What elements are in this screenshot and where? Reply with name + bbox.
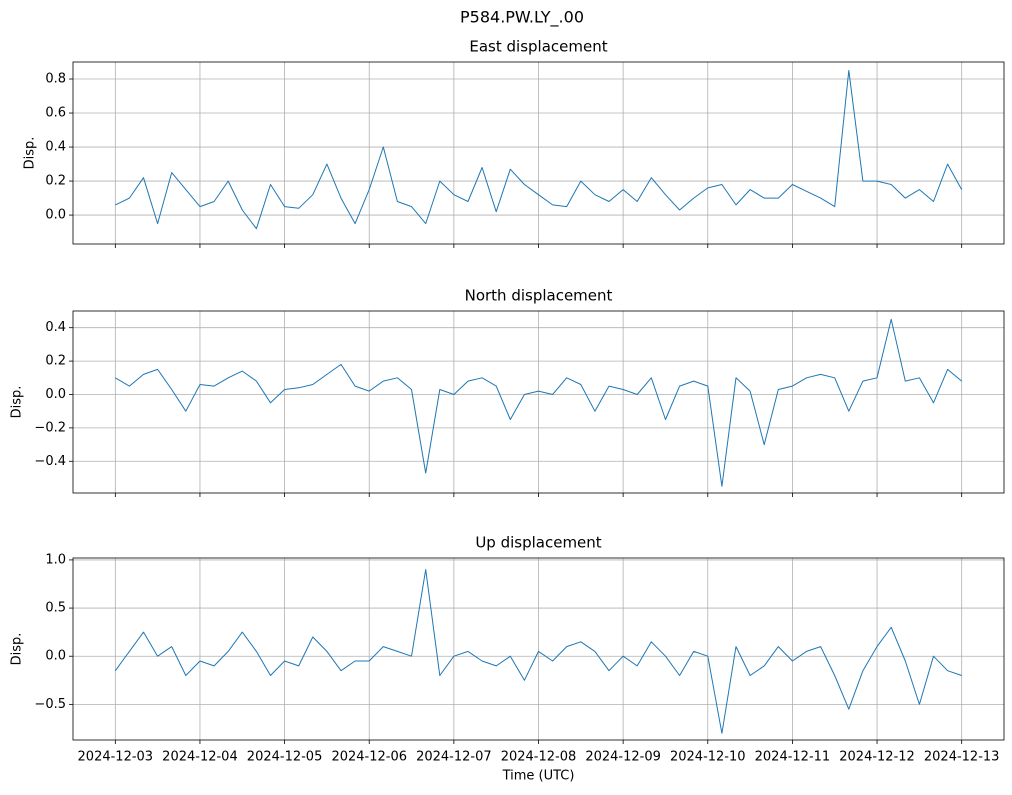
y-tick-label: 1.0 (45, 552, 66, 567)
y-tick-label: 0.6 (45, 106, 66, 121)
subplot-title: Up displacement (475, 534, 601, 552)
y-tick-label: 0.4 (45, 140, 66, 155)
figure-title: P584.PW.LY_.00 (460, 8, 584, 28)
y-axis-label: Disp. (10, 386, 25, 419)
axes-frame (72, 61, 1005, 245)
x-tick-label: 2024-12-07 (416, 750, 492, 765)
data-line (115, 70, 963, 230)
y-axis-label: Disp. (23, 137, 38, 170)
y-tick-label: 0.0 (45, 649, 66, 664)
x-tick-label: 2024-12-13 (924, 750, 1000, 765)
x-tick-label: 2024-12-09 (585, 750, 661, 765)
y-tick-label: 0.0 (45, 387, 66, 402)
axes-frame (72, 557, 1005, 741)
y-tick-label: 0.5 (45, 601, 66, 616)
data-line (114, 569, 962, 734)
subplot-title: East displacement (469, 38, 607, 56)
x-tick-label: 2024-12-05 (247, 750, 323, 765)
y-tick-label: −0.4 (34, 454, 66, 469)
y-tick-label: 0.0 (45, 208, 66, 223)
x-axis-label: Time (UTC) (502, 769, 575, 784)
x-tick-label: 2024-12-04 (162, 750, 238, 765)
x-tick-label: 2024-12-10 (670, 750, 746, 765)
x-tick-label: 2024-12-06 (331, 750, 407, 765)
y-tick-label: 0.2 (45, 354, 66, 369)
subplot-title: North displacement (465, 287, 613, 305)
x-tick-label: 2024-12-11 (755, 750, 831, 765)
y-tick-label: −0.5 (34, 697, 66, 712)
x-tick-label: 2024-12-08 (501, 750, 577, 765)
y-tick-label: 0.8 (45, 72, 66, 87)
data-line (115, 318, 963, 487)
y-axis-label: Disp. (10, 633, 25, 666)
x-tick-label: 2024-12-03 (78, 750, 154, 765)
y-tick-label: 0.2 (45, 174, 66, 189)
axes-frame (72, 310, 1005, 494)
x-tick-label: 2024-12-12 (839, 750, 915, 765)
y-tick-label: −0.2 (34, 420, 66, 435)
y-tick-label: 0.4 (45, 320, 66, 335)
